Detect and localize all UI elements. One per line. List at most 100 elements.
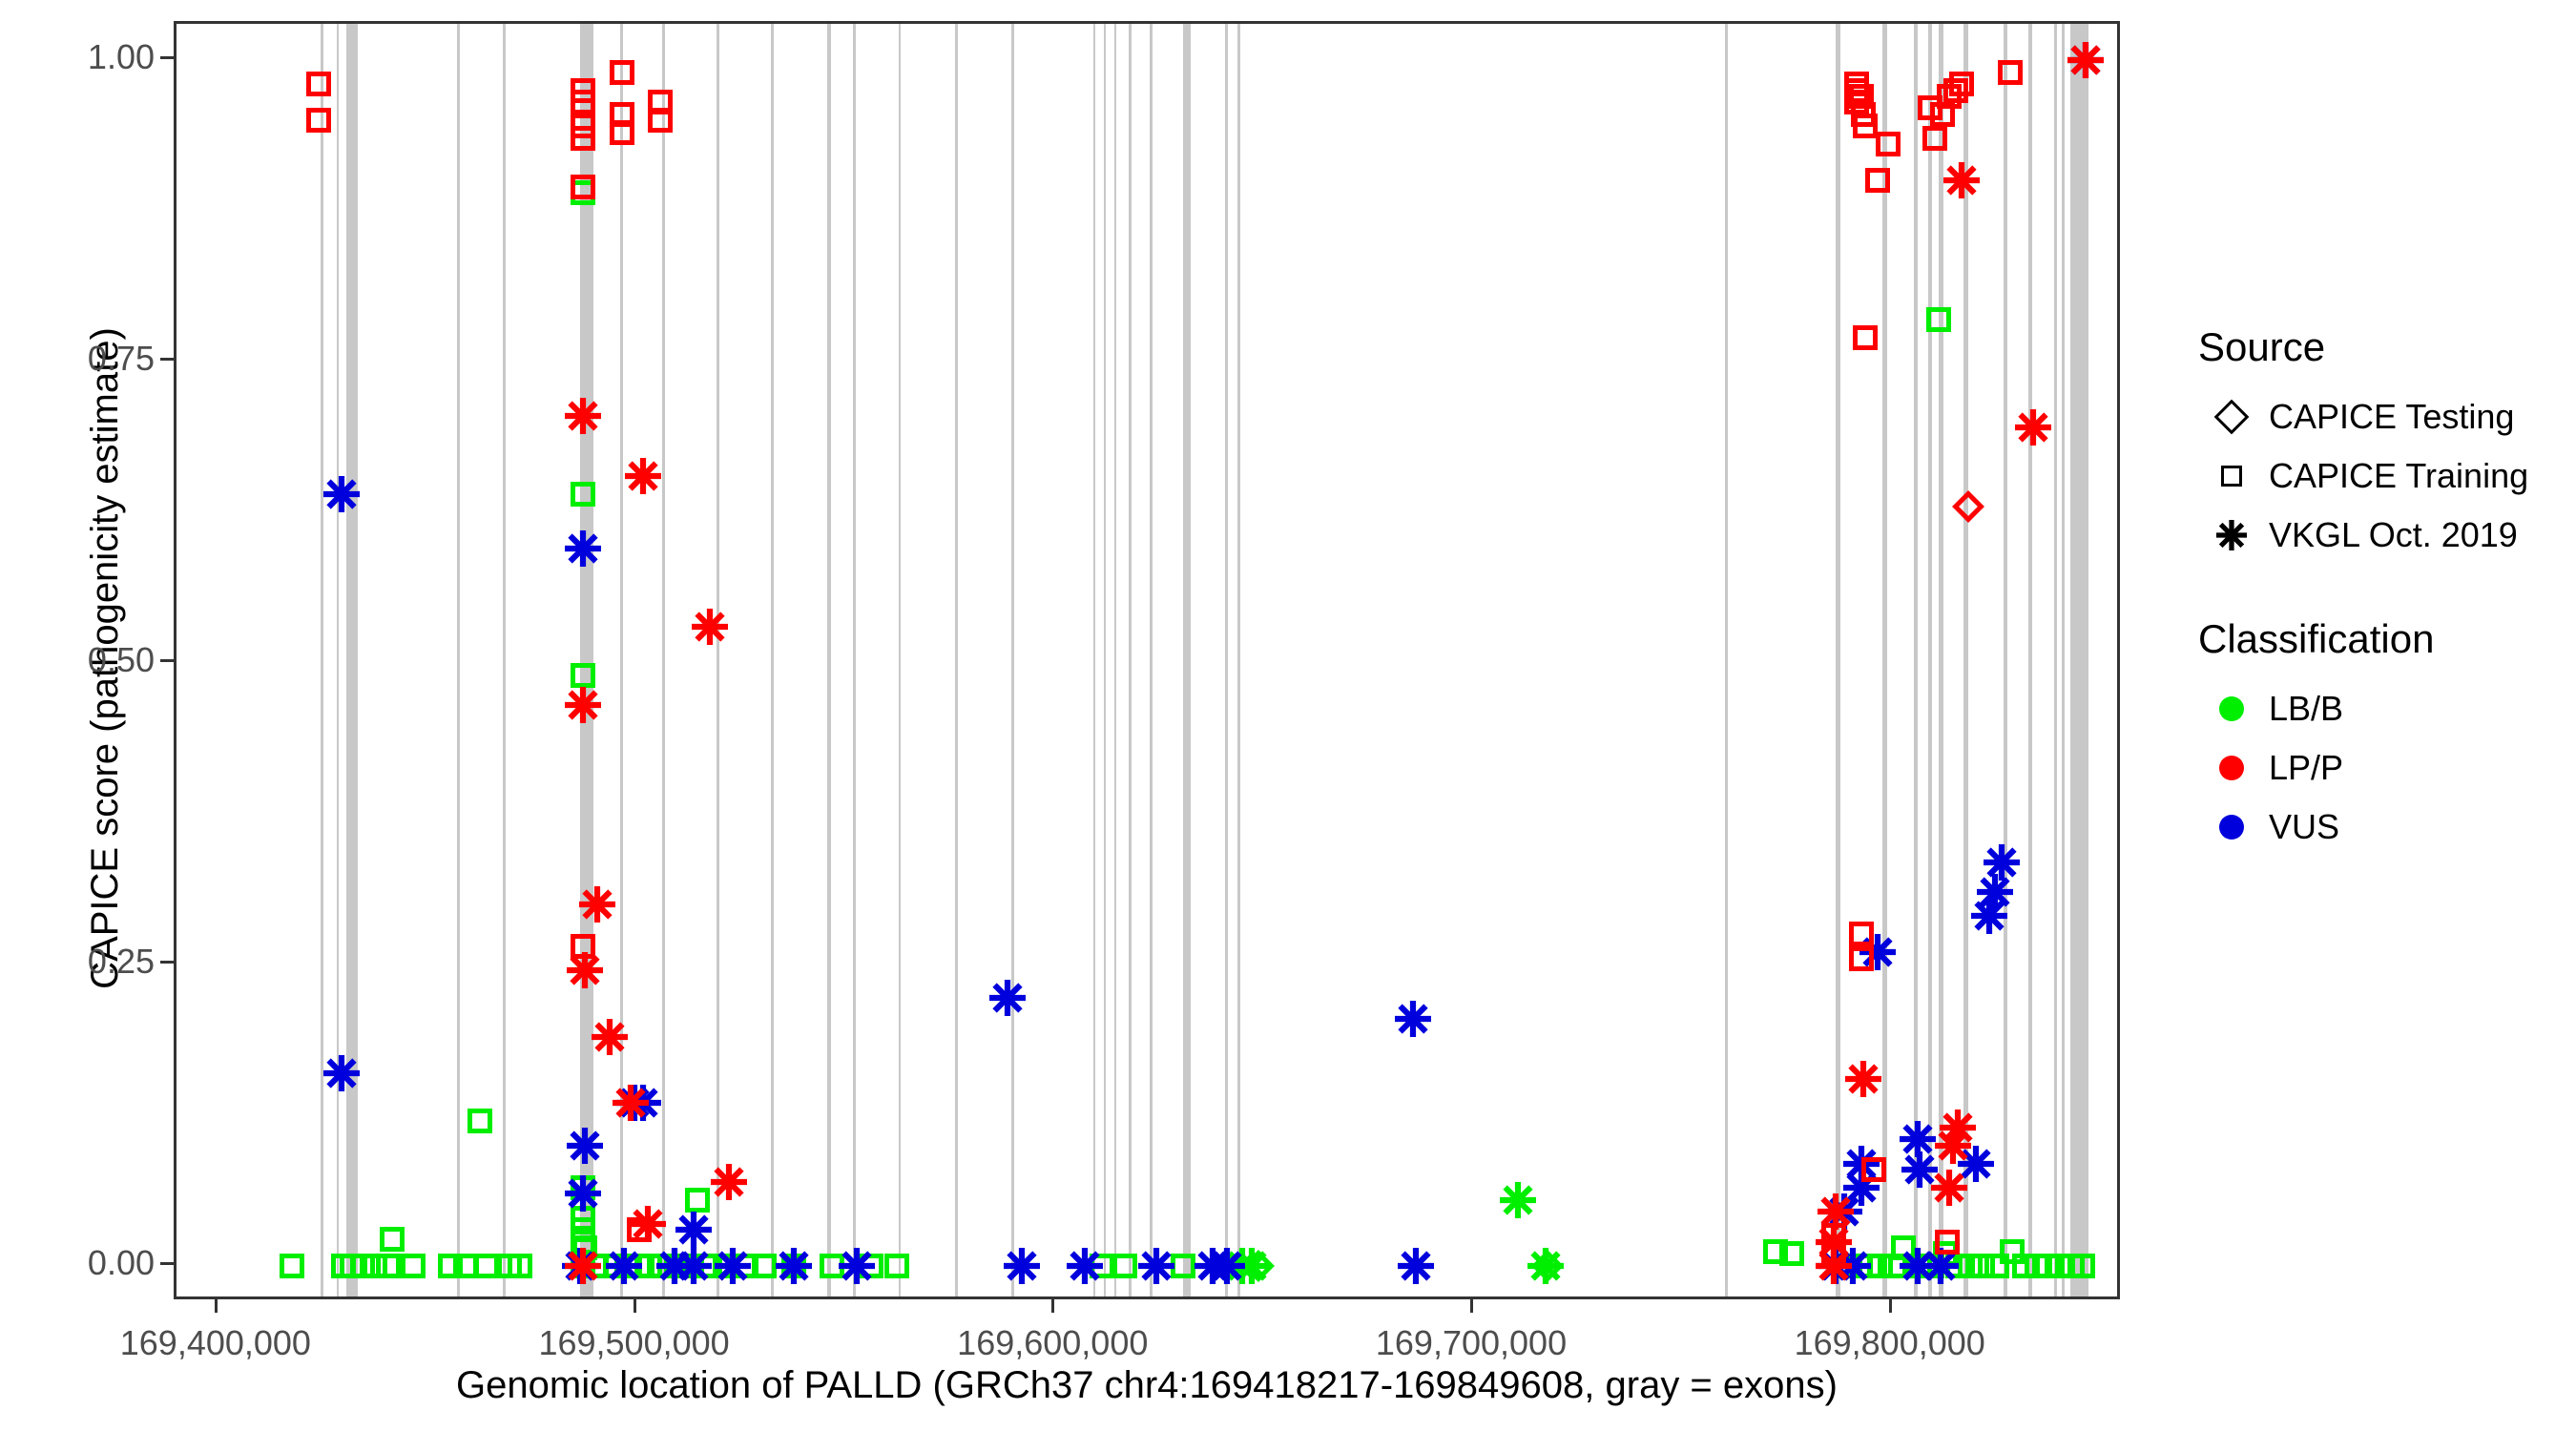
exon-band (1963, 24, 1969, 1296)
data-point-asterisk (1003, 1247, 1041, 1285)
x-axis-title: Genomic location of PALLD (GRCh37 chr4:1… (456, 1363, 1838, 1406)
exon-band (1092, 24, 1096, 1296)
data-point-square (279, 1254, 304, 1279)
legend-item-classification[interactable]: LP/P (2194, 738, 2576, 798)
data-point-square (306, 72, 332, 97)
data-point-square (2047, 1254, 2073, 1279)
y-tick-mark (160, 1262, 174, 1266)
y-tick-mark (160, 659, 174, 662)
exon-band (620, 24, 623, 1296)
legend-key-square (2194, 446, 2269, 506)
y-tick-label: 1.00 (87, 36, 155, 76)
data-point-asterisk (1137, 1247, 1175, 1285)
exon-band (1011, 24, 1014, 1296)
legend-dot-icon (2219, 756, 2244, 780)
legend-item-source[interactable]: CAPICE Testing (2194, 387, 2576, 446)
data-point-square (1848, 945, 1874, 971)
data-point-square (685, 1187, 711, 1213)
data-point-asterisk (1899, 1120, 1937, 1158)
data-point-asterisk (1397, 1247, 1435, 1285)
data-point-square (1984, 1254, 2010, 1279)
data-point-square (350, 1254, 376, 1279)
data-point-square (570, 174, 595, 199)
data-point-asterisk (1394, 1000, 1432, 1038)
legend-item-source[interactable]: CAPICE Training (2194, 446, 2576, 506)
legend-title-classification: Classification (2198, 616, 2435, 661)
exon-band (336, 24, 340, 1296)
exon-band (1103, 24, 1107, 1296)
legend-item-label: CAPICE Training (2269, 456, 2529, 495)
exon-band (1881, 24, 1887, 1296)
data-point-asterisk (612, 1084, 650, 1122)
legend-item-source[interactable]: VKGL Oct. 2019 (2194, 506, 2576, 565)
data-point-asterisk (1899, 1247, 1937, 1285)
data-point-square (752, 1254, 778, 1279)
data-point-asterisk (564, 1247, 602, 1285)
data-points-layer (177, 24, 2117, 1296)
data-point-square (570, 482, 595, 508)
data-point-asterisk (1844, 1060, 1882, 1098)
legend-key-dot (2194, 798, 2269, 857)
data-point-square (438, 1254, 464, 1279)
legend: Source CAPICE Testing CAPICE Training VKGL… (2194, 324, 2576, 908)
data-point-asterisk (1930, 1169, 1968, 1207)
legend-item-label: VKGL Oct. 2019 (2269, 515, 2518, 554)
exon-band (1183, 24, 1191, 1296)
data-point-square (1779, 1241, 1805, 1267)
exon-band (898, 24, 902, 1296)
data-point-asterisk (1815, 1247, 1853, 1285)
y-tick-label: 0.75 (87, 338, 155, 378)
data-point-square (400, 1254, 426, 1279)
data-point-square (570, 662, 595, 688)
data-point-diamond (1951, 489, 1984, 523)
data-point-square (1970, 1254, 1996, 1279)
legend-item-classification[interactable]: VUS (2194, 798, 2576, 857)
exon-band (852, 24, 856, 1296)
data-point-square (1997, 59, 2023, 85)
data-point-square (473, 1254, 499, 1279)
data-point-asterisk (591, 1018, 629, 1056)
data-point-square (1942, 77, 1968, 103)
data-point-asterisk (838, 1247, 876, 1285)
x-tick-label: 169,400,000 (119, 1323, 311, 1362)
exon-band (2053, 24, 2057, 1296)
data-point-asterisk (1942, 161, 1981, 199)
exon-band (346, 24, 358, 1296)
legend-key-diamond (2194, 387, 2269, 446)
data-point-square (1111, 1254, 1137, 1279)
legend-key-dot (2194, 738, 2269, 798)
exon-band (1913, 24, 1918, 1296)
data-point-square (1865, 168, 1891, 194)
legend-item-label: LP/P (2269, 748, 2344, 787)
y-tick-label: 0.25 (87, 942, 155, 982)
data-point-square (467, 1109, 493, 1134)
data-point-asterisk (605, 1247, 643, 1285)
data-point-square (1762, 1238, 1788, 1264)
data-point-asterisk (775, 1247, 813, 1285)
y-tick-label: 0.00 (87, 1243, 155, 1283)
x-tick-label: 169,700,000 (1375, 1323, 1568, 1362)
data-point-asterisk (564, 397, 602, 435)
data-point-square (1876, 132, 1901, 157)
exon-band (1725, 24, 1728, 1296)
data-point-asterisk (578, 885, 616, 923)
data-point-asterisk (691, 608, 729, 646)
legend-group-classification: Classification LB/B LP/P VUS (2194, 616, 2576, 857)
exon-band (1938, 24, 1943, 1296)
exon-band (2028, 24, 2033, 1296)
exon-band (1836, 24, 1841, 1296)
x-tick-mark (1470, 1299, 1473, 1313)
data-point-asterisk (564, 686, 602, 724)
legend-item-classification[interactable]: LB/B (2194, 679, 2576, 738)
x-tick-mark (1888, 1299, 1892, 1313)
data-point-asterisk (624, 457, 662, 495)
data-point-square (647, 108, 673, 134)
data-point-square (1925, 306, 1951, 332)
data-point-asterisk (1066, 1247, 1104, 1285)
data-point-square (1957, 1254, 1983, 1279)
x-tick-label: 169,600,000 (957, 1323, 1149, 1362)
legend-item-label: CAPICE Testing (2269, 397, 2515, 436)
legend-diamond-icon (2213, 399, 2250, 435)
exon-band (2062, 24, 2066, 1296)
